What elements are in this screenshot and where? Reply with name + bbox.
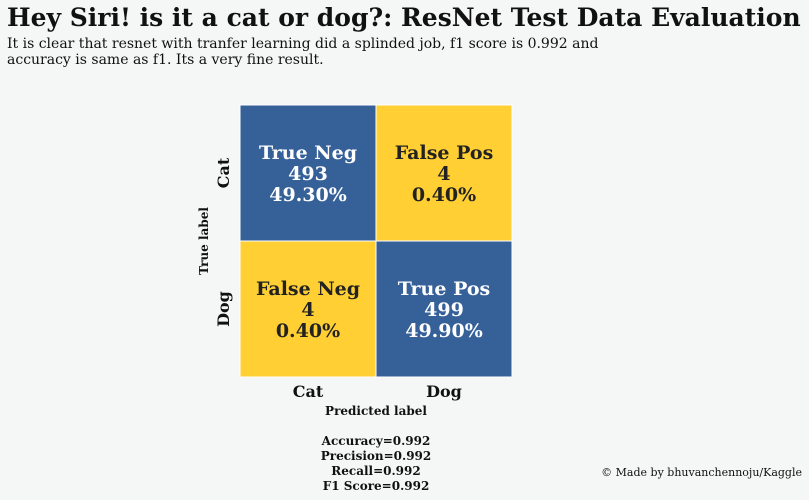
cell-true-pos [375, 240, 513, 378]
x-tick-label: Cat [293, 382, 324, 401]
cell-false-neg [239, 240, 377, 378]
chart-subtitle: It is clear that resnet with tranfer lea… [7, 36, 599, 68]
chart-title: Hey Siri! is it a cat or dog?: ResNet Te… [7, 3, 801, 32]
precision-metric: Precision=0.992 [320, 449, 432, 463]
cell-label-true-neg-name: True Neg [259, 142, 357, 164]
cell-label-false-pos-percent: 0.40% [412, 184, 476, 206]
y-tick-label: Cat [214, 157, 233, 188]
x-axis-label: Predicted label [325, 404, 427, 418]
metrics-summary: Accuracy=0.992 Precision=0.992 Recall=0.… [276, 434, 476, 494]
cell-label-false-neg-name: False Neg [256, 278, 360, 300]
f1-score-metric: F1 Score=0.992 [322, 479, 430, 493]
cell-label-true-pos-count: 499 [424, 299, 464, 321]
y-axis-label: True label [197, 207, 211, 275]
cell-label-true-pos-percent: 49.90% [405, 320, 483, 342]
cell-label-false-pos-name: False Pos [395, 142, 494, 164]
cell-label-false-pos-count: 4 [437, 163, 450, 185]
cell-label-true-neg-count: 493 [288, 163, 328, 185]
recall-metric: Recall=0.992 [331, 464, 421, 478]
y-tick-label: Dog [214, 291, 233, 327]
cell-label-false-neg-count: 4 [301, 299, 314, 321]
cell-false-pos [375, 104, 513, 242]
cell-label-true-neg-percent: 49.30% [269, 184, 347, 206]
cell-true-neg [239, 104, 377, 242]
cell-label-false-neg-percent: 0.40% [276, 320, 340, 342]
credit-note: © Made by bhuvanchennoju/Kaggle [601, 466, 802, 479]
accuracy-metric: Accuracy=0.992 [321, 434, 431, 448]
x-tick-label: Dog [426, 382, 462, 401]
cell-label-true-pos-name: True Pos [398, 278, 490, 300]
